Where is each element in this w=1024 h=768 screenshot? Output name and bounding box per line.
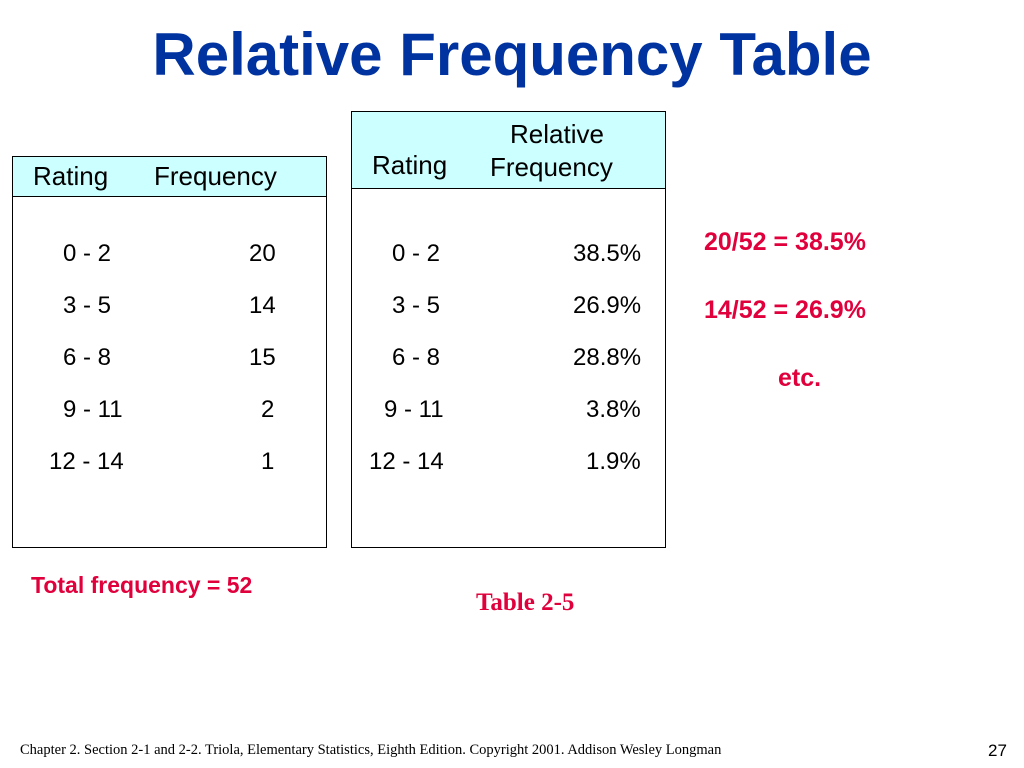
header-relative: Relative bbox=[510, 119, 604, 149]
table-row-rating: 12 - 14 bbox=[369, 448, 444, 475]
table-row-rating: 6 - 8 bbox=[392, 344, 441, 371]
frequency-table-header: Rating Frequency bbox=[13, 157, 326, 197]
table-row-value: 28.8% bbox=[573, 344, 642, 371]
table-row-rating: 0 - 2 bbox=[392, 240, 441, 267]
table-row-value: 2 bbox=[261, 396, 275, 423]
footer-citation: Chapter 2. Section 2-1 and 2-2. Triola, … bbox=[20, 742, 722, 758]
table-row-value: 1.9% bbox=[586, 448, 641, 475]
table-row-rating: 3 - 5 bbox=[392, 292, 441, 319]
table-row-value: 26.9% bbox=[573, 292, 642, 319]
calc-annotation-2: 14/52 = 26.9% bbox=[704, 296, 866, 324]
page-number: 27 bbox=[988, 741, 1007, 760]
frequency-table: Rating Frequency 0 - 2 20 3 - 5 14 6 - 8… bbox=[12, 156, 327, 548]
relative-table-header: Rating Relative Frequency bbox=[352, 112, 665, 189]
table-row-rating: 9 - 11 bbox=[63, 396, 123, 423]
table-label: Table 2-5 bbox=[476, 589, 575, 616]
total-frequency-note: Total frequency = 52 bbox=[31, 572, 253, 598]
table-row-rating: 12 - 14 bbox=[49, 448, 124, 475]
slide-title: Relative Frequency Table bbox=[152, 21, 872, 88]
table-row-value: 38.5% bbox=[573, 240, 642, 267]
table-row-value: 14 bbox=[249, 292, 276, 319]
table-row-value: 20 bbox=[249, 240, 276, 267]
table-row-rating: 9 - 11 bbox=[384, 396, 444, 423]
etc-annotation: etc. bbox=[778, 364, 822, 392]
header-frequency: Frequency bbox=[154, 161, 277, 191]
header-rating: Rating bbox=[372, 150, 448, 180]
table-row-value: 3.8% bbox=[586, 396, 641, 423]
header-frequency: Frequency bbox=[490, 152, 613, 182]
table-row-rating: 0 - 2 bbox=[63, 240, 112, 267]
calc-annotation-1: 20/52 = 38.5% bbox=[704, 228, 866, 256]
header-rating: Rating bbox=[33, 161, 109, 191]
table-row-value: 1 bbox=[261, 448, 275, 475]
table-row-value: 15 bbox=[249, 344, 276, 371]
table-row-rating: 3 - 5 bbox=[63, 292, 112, 319]
table-row-rating: 6 - 8 bbox=[63, 344, 112, 371]
relative-frequency-table: Rating Relative Frequency 0 - 2 38.5% 3 … bbox=[351, 111, 666, 548]
